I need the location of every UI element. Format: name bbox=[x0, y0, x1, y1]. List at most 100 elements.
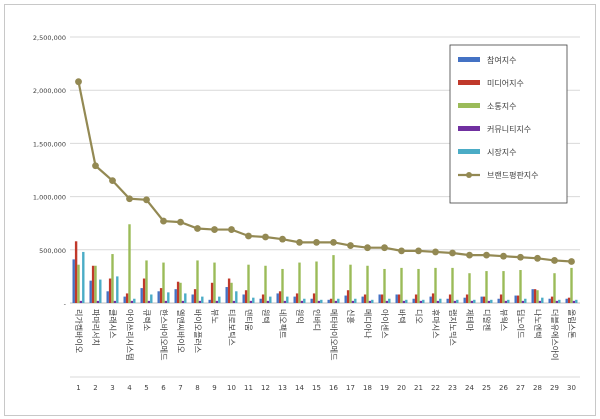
bar bbox=[303, 298, 306, 303]
bar bbox=[225, 287, 228, 303]
x-tick-label: 신흥 bbox=[346, 309, 356, 324]
bar bbox=[82, 251, 85, 303]
line-point bbox=[415, 247, 422, 255]
bar bbox=[417, 268, 420, 303]
x-tick-label: 더블유에스아이 bbox=[550, 309, 560, 361]
bar bbox=[74, 241, 78, 303]
bar bbox=[232, 300, 236, 303]
bar bbox=[310, 298, 313, 303]
bar bbox=[378, 294, 381, 303]
bar bbox=[162, 262, 165, 303]
bar bbox=[567, 297, 571, 303]
bar bbox=[145, 260, 148, 303]
y-tick-label: 2,000,000 bbox=[33, 87, 66, 95]
bar bbox=[198, 300, 202, 303]
bar bbox=[385, 300, 389, 303]
bar bbox=[174, 289, 177, 303]
bar bbox=[555, 300, 559, 303]
legend-marker bbox=[466, 172, 472, 178]
x-tick-label: 바이오플러스 bbox=[193, 309, 203, 353]
bar bbox=[96, 300, 100, 303]
category-number: 16 bbox=[329, 384, 338, 392]
bar bbox=[383, 268, 386, 303]
bar bbox=[354, 298, 357, 303]
bar bbox=[380, 294, 384, 303]
category-number: 12 bbox=[261, 384, 270, 392]
category-number: 24 bbox=[465, 384, 474, 392]
line-point bbox=[398, 247, 405, 255]
x-tick-label: 인바디 bbox=[312, 309, 322, 331]
bar bbox=[181, 300, 185, 303]
legend-swatch bbox=[458, 149, 480, 154]
category-number: 20 bbox=[397, 384, 406, 392]
y-tick-label: 2,500,000 bbox=[33, 34, 66, 42]
bar bbox=[436, 300, 440, 303]
line-point bbox=[534, 254, 541, 262]
bar bbox=[298, 262, 301, 303]
bar bbox=[419, 300, 423, 303]
x-tick-label: 메디아나 bbox=[363, 309, 373, 339]
bar bbox=[249, 300, 253, 303]
bar bbox=[519, 270, 522, 303]
bar bbox=[150, 294, 153, 303]
bar bbox=[159, 288, 163, 303]
category-number: 3 bbox=[110, 384, 114, 392]
line-point bbox=[330, 238, 337, 246]
chart: - 500,000 1,000,000 1,500,000 2,000,000 2,500… bbox=[33, 34, 580, 392]
gridlines bbox=[70, 36, 580, 304]
line-point bbox=[347, 242, 354, 249]
line-point bbox=[313, 238, 320, 246]
line-point bbox=[92, 162, 99, 170]
bar bbox=[91, 265, 95, 303]
bar bbox=[572, 300, 576, 303]
bar bbox=[77, 264, 80, 303]
bar bbox=[521, 300, 525, 303]
bar bbox=[366, 265, 369, 303]
line-point bbox=[568, 258, 575, 265]
x-tick-label: 클래시스 bbox=[108, 309, 117, 338]
chart-frame: - 500,000 1,000,000 1,500,000 2,000,000 2,500… bbox=[4, 4, 596, 416]
bar bbox=[480, 296, 483, 303]
x-tick-label: 파마리서치 bbox=[91, 309, 100, 346]
x-tick-label: 아이쓰리시스템 bbox=[125, 309, 135, 361]
line-point bbox=[381, 244, 388, 252]
bar bbox=[434, 267, 437, 303]
bar bbox=[230, 282, 233, 303]
bar bbox=[147, 300, 151, 303]
bar bbox=[405, 299, 408, 303]
x-tick-label: 티로보틱스 bbox=[227, 309, 237, 346]
x-tick-label: 바텍 bbox=[397, 309, 407, 324]
bar bbox=[128, 224, 131, 303]
bar bbox=[570, 267, 573, 303]
bar bbox=[196, 260, 199, 303]
bar bbox=[215, 300, 219, 303]
category-number: 26 bbox=[499, 384, 508, 392]
category-number: 7 bbox=[178, 384, 182, 392]
bar bbox=[94, 265, 97, 303]
x-tick-label: 휴마시스 bbox=[431, 309, 440, 338]
bar bbox=[468, 273, 471, 303]
bar bbox=[125, 293, 129, 303]
legend-label: 소통지수 bbox=[487, 102, 516, 111]
line-point bbox=[245, 232, 252, 240]
bar bbox=[456, 299, 459, 303]
bar bbox=[293, 296, 296, 303]
bar bbox=[453, 300, 457, 303]
line-point bbox=[160, 217, 167, 225]
legend-swatch bbox=[458, 126, 480, 131]
bars bbox=[72, 224, 578, 303]
bar bbox=[176, 281, 180, 303]
bar bbox=[72, 259, 75, 303]
bar bbox=[439, 298, 442, 303]
bar bbox=[507, 299, 510, 303]
line-point bbox=[517, 253, 524, 261]
line-point bbox=[177, 218, 184, 226]
line-point bbox=[211, 226, 218, 233]
bar bbox=[108, 278, 112, 303]
bar bbox=[470, 300, 474, 303]
x-tick-label: 올림스톤 bbox=[567, 309, 577, 338]
bar bbox=[402, 300, 406, 303]
bar bbox=[266, 300, 270, 303]
x-tick-label: 원익 bbox=[295, 309, 305, 324]
category-number: 5 bbox=[144, 384, 148, 392]
